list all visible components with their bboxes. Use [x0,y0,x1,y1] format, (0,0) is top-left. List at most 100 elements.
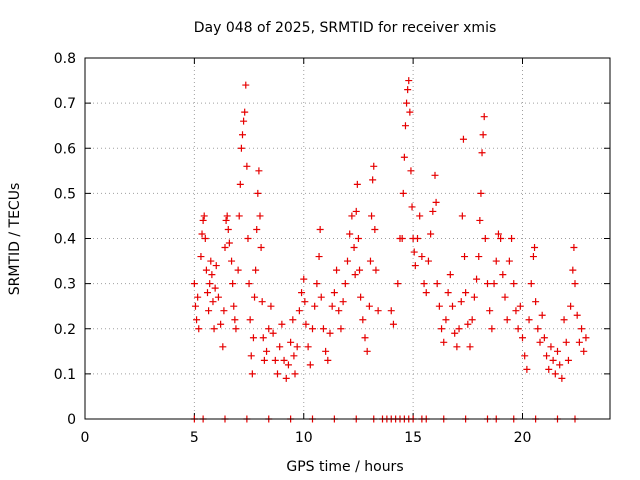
data-point [570,244,578,252]
data-point [366,257,374,265]
data-point [199,216,207,224]
data-point [335,307,343,315]
data-point [401,122,409,130]
data-point [440,338,448,346]
data-point [418,253,426,261]
data-point [205,307,213,315]
data-point [244,235,252,242]
data-point [400,153,408,161]
data-point [352,207,360,215]
data-point [354,235,362,242]
data-point [363,347,371,355]
data-point [420,280,428,288]
data-point [551,370,559,378]
y-tick-label: 0.5 [54,186,76,202]
data-point [431,171,439,179]
data-point [571,280,579,288]
data-point [313,280,321,288]
data-point [429,207,437,215]
data-point [236,180,244,188]
data-point [242,81,250,89]
data-point [328,302,336,310]
data-point [369,176,377,184]
data-point [424,257,432,265]
data-point [480,113,488,121]
data-point [246,316,254,324]
data-point [311,302,319,310]
data-point [201,235,209,242]
data-point [234,266,242,274]
x-axis-label: GPS time / hours [286,459,403,475]
data-point [306,361,314,369]
x-tick-label: 20 [514,430,532,446]
data-point [449,302,456,310]
data-series [190,77,590,423]
data-point [451,329,459,337]
data-point [492,257,500,265]
data-point [406,108,414,116]
data-point [523,365,531,373]
data-point [200,212,208,220]
data-point [271,356,279,364]
data-point [416,212,424,220]
data-point [254,189,262,197]
data-point [365,302,373,310]
y-tick-label: 0.8 [54,51,76,67]
data-point [191,302,199,310]
data-point [253,225,261,233]
data-point [252,266,260,274]
data-point [317,293,325,301]
data-point [510,280,518,288]
data-point [432,198,440,206]
data-point [324,356,332,364]
y-tick-label: 0.3 [54,277,76,293]
data-point [204,289,211,297]
data-point [301,298,309,306]
data-point [241,108,249,116]
data-point [289,316,297,324]
y-tick-label: 0 [67,412,76,428]
data-point [319,325,327,333]
data-point [531,244,539,252]
data-point [582,334,590,342]
y-tick-label: 0.2 [54,322,76,338]
data-point [444,289,452,297]
data-point [348,212,356,220]
data-point [554,347,561,355]
data-point [330,289,338,297]
x-tick-label: 10 [295,430,313,446]
data-point [455,325,463,333]
data-point [516,302,524,310]
data-point [209,298,217,306]
y-axis-label: SRMTID / TECUs [7,183,23,296]
data-point [514,325,522,333]
data-point [494,230,502,238]
data-point [558,374,566,382]
data-point [422,289,430,297]
data-point [521,352,529,360]
y-tick-label: 0.7 [54,96,76,112]
data-point [527,280,535,288]
data-point [427,230,435,238]
data-point [257,244,265,252]
data-point [259,334,267,342]
data-point [255,167,263,175]
data-point [446,271,454,279]
data-point [229,280,237,288]
data-point [219,343,227,351]
data-point [287,338,295,346]
data-point [562,338,570,346]
data-point [371,225,379,233]
data-point [501,293,509,301]
data-point [260,356,268,364]
data-point [304,343,312,351]
data-point [351,271,359,279]
data-point [247,352,255,360]
data-point [414,235,421,242]
x-tick-label: 0 [81,430,90,446]
data-point [211,284,219,292]
data-point [575,338,583,346]
data-point [519,334,526,342]
data-point [237,144,245,152]
data-point [217,320,225,328]
